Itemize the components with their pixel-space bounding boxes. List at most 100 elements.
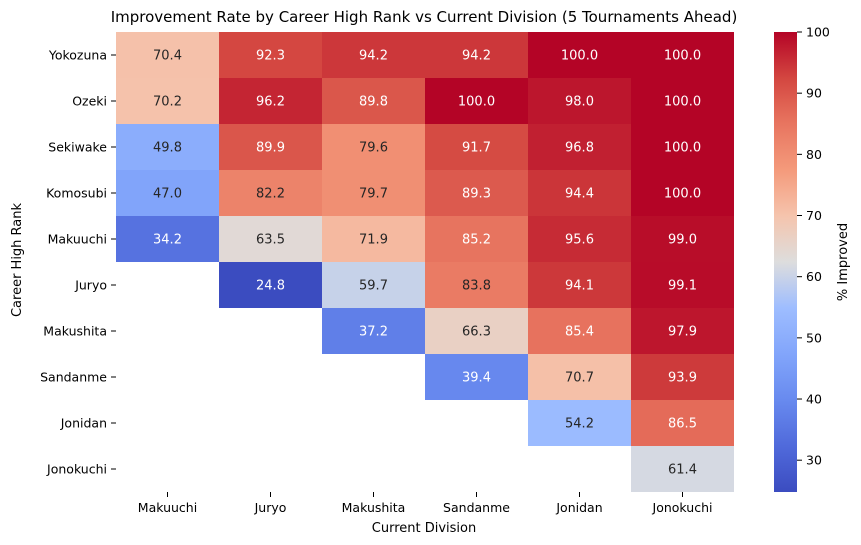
cell-value-label: 54.2 xyxy=(565,417,594,432)
cell-value-label: 63.5 xyxy=(256,233,285,248)
heatmap-cell xyxy=(219,124,322,170)
x-tick-label: Jonokuchi xyxy=(652,500,713,515)
cell-value-label: 82.2 xyxy=(256,187,285,202)
heatmap-cell xyxy=(528,124,631,170)
x-tick-label: Jonidan xyxy=(555,500,602,515)
heatmap-cell xyxy=(322,308,425,354)
cell-value-label: 70.7 xyxy=(565,371,594,386)
heatmap-cell xyxy=(219,78,322,124)
cell-value-label: 85.2 xyxy=(462,233,491,248)
x-axis: Makuuchi Juryo Makushita Sandanme Jonidan Jon… xyxy=(138,492,713,515)
heatmap-cell xyxy=(528,170,631,216)
colorbar: 30 40 50 60 70 80 90 100 % Improved xyxy=(774,25,851,492)
heatmap-cell xyxy=(425,78,528,124)
heatmap-cell xyxy=(631,400,734,446)
y-tick-label: Makushita xyxy=(43,324,107,339)
cell-value-label: 83.8 xyxy=(462,279,491,294)
y-tick-label: Sandanme xyxy=(40,370,107,385)
x-tick-label: Juryo xyxy=(254,500,287,515)
heatmap-cell xyxy=(528,262,631,308)
cell-value-label: 94.2 xyxy=(359,49,388,64)
y-tick-label: Makuuchi xyxy=(48,232,107,247)
heatmap-cell xyxy=(425,308,528,354)
y-axis-label: Career High Rank xyxy=(10,203,25,318)
cell-value-label: 86.5 xyxy=(668,417,697,432)
cell-value-label: 47.0 xyxy=(153,187,182,202)
cell-value-label: 39.4 xyxy=(462,371,491,386)
cell-value-label: 99.1 xyxy=(668,279,697,294)
cell-value-label: 61.4 xyxy=(668,463,697,478)
x-tick-label: Makushita xyxy=(342,500,406,515)
y-tick-label: Juryo xyxy=(74,278,107,293)
cell-value-label: 79.6 xyxy=(359,141,388,156)
cell-value-label: 100.0 xyxy=(664,141,701,156)
heatmap-cell xyxy=(219,170,322,216)
cell-value-label: 59.7 xyxy=(359,279,388,294)
heatmap-cell xyxy=(631,78,734,124)
colorbar-tick-label: 100 xyxy=(806,25,830,40)
heatmap-cell xyxy=(425,216,528,262)
heatmap-cell xyxy=(219,262,322,308)
heatmap-cell xyxy=(322,262,425,308)
heatmap-cell xyxy=(322,124,425,170)
cell-labels: 70.4 92.3 94.2 94.2 100.0 100.0 70.2 96.2 89.8 10… xyxy=(153,49,701,478)
cell-value-label: 70.2 xyxy=(153,95,182,110)
heatmap-cell xyxy=(425,32,528,78)
cell-value-label: 100.0 xyxy=(561,49,598,64)
heatmap-cell xyxy=(631,32,734,78)
cell-value-label: 49.8 xyxy=(153,141,182,156)
colorbar-tick-label: 30 xyxy=(806,453,822,468)
chart-title: Improvement Rate by Career High Rank vs … xyxy=(111,8,738,26)
cell-value-label: 99.0 xyxy=(668,233,697,248)
cell-value-label: 97.9 xyxy=(668,325,697,340)
heatmap-cell xyxy=(322,216,425,262)
cell-value-label: 94.2 xyxy=(462,49,491,64)
heatmap-cell xyxy=(631,124,734,170)
cell-value-label: 85.4 xyxy=(565,325,594,340)
cell-value-label: 66.3 xyxy=(462,325,491,340)
cell-value-label: 94.4 xyxy=(565,187,594,202)
heatmap-cell xyxy=(425,124,528,170)
cell-value-label: 92.3 xyxy=(256,49,285,64)
heatmap-cell xyxy=(425,262,528,308)
cell-value-label: 93.9 xyxy=(668,371,697,386)
heatmap-cell xyxy=(116,124,219,170)
cell-value-label: 96.8 xyxy=(565,141,594,156)
heatmap-cell xyxy=(116,32,219,78)
heatmap-cell xyxy=(322,78,425,124)
y-tick-label: Yokozuna xyxy=(48,48,107,63)
heatmap-cell xyxy=(528,400,631,446)
heatmap-cell xyxy=(631,308,734,354)
heatmap-cell xyxy=(631,262,734,308)
y-tick-label: Sekiwake xyxy=(48,140,107,155)
heatmap-cell xyxy=(631,170,734,216)
colorbar-ticks: 30 40 50 60 70 80 90 100 xyxy=(797,25,830,468)
heatmap-cells xyxy=(116,32,734,492)
heatmap-cell xyxy=(116,78,219,124)
cell-value-label: 79.7 xyxy=(359,187,388,202)
heatmap-cell xyxy=(425,354,528,400)
heatmap-cell xyxy=(631,216,734,262)
cell-value-label: 96.2 xyxy=(256,95,285,110)
heatmap-cell xyxy=(528,354,631,400)
cell-value-label: 100.0 xyxy=(458,95,495,110)
cell-value-label: 34.2 xyxy=(153,233,182,248)
heatmap-cell xyxy=(528,308,631,354)
heatmap-cell xyxy=(425,170,528,216)
heatmap-cell xyxy=(528,32,631,78)
heatmap-cell xyxy=(322,170,425,216)
colorbar-tick-label: 70 xyxy=(806,208,822,223)
cell-value-label: 100.0 xyxy=(664,95,701,110)
colorbar-tick-label: 90 xyxy=(806,86,822,101)
y-tick-label: Jonokuchi xyxy=(46,462,107,477)
cell-value-label: 100.0 xyxy=(664,49,701,64)
heatmap-cell xyxy=(116,170,219,216)
cell-value-label: 89.3 xyxy=(462,187,491,202)
cell-value-label: 37.2 xyxy=(359,325,388,340)
cell-value-label: 100.0 xyxy=(664,187,701,202)
heatmap-cell xyxy=(631,354,734,400)
heatmap-cell xyxy=(528,78,631,124)
colorbar-tick-label: 50 xyxy=(806,330,822,345)
y-axis: Yokozuna Ozeki Sekiwake Komosubi Makuuchi Jur… xyxy=(40,48,116,477)
cell-value-label: 71.9 xyxy=(359,233,388,248)
